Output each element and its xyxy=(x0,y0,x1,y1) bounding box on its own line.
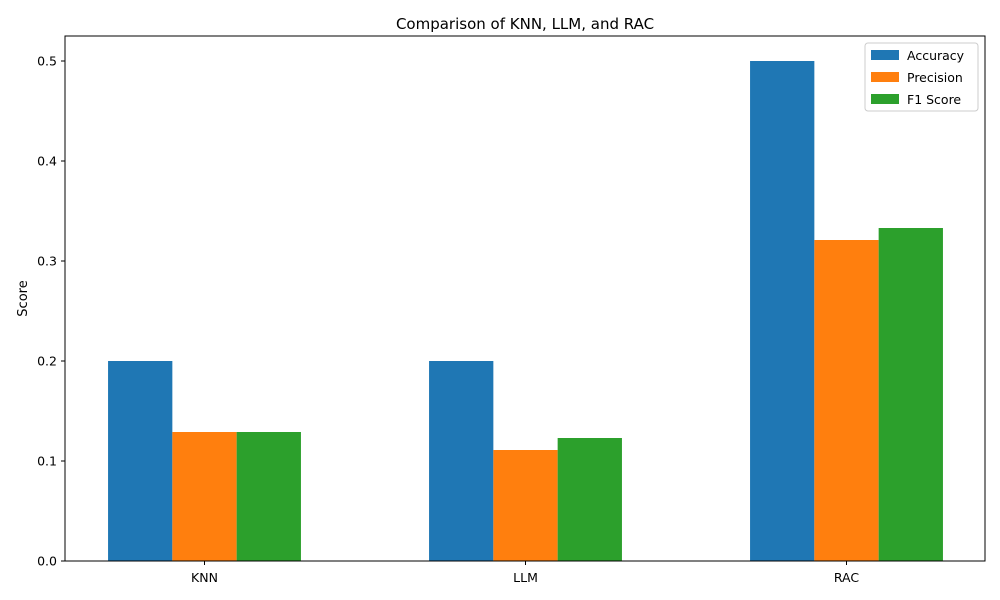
legend-swatch-f1-score xyxy=(871,94,899,104)
bar-accuracy-knn xyxy=(108,361,173,561)
x-tick-label: KNN xyxy=(191,570,218,585)
y-tick-label: 0.3 xyxy=(37,254,57,269)
bars-group xyxy=(108,61,943,561)
bar-accuracy-llm xyxy=(429,361,494,561)
bar-f1-score-rac xyxy=(878,228,943,561)
y-axis-label: Score xyxy=(16,280,31,316)
legend-label: Accuracy xyxy=(907,48,965,63)
x-axis: KNN LLM RAC xyxy=(191,561,859,585)
y-tick-label: 0.0 xyxy=(37,554,57,569)
bar-accuracy-rac xyxy=(750,61,815,561)
legend-swatch-accuracy xyxy=(871,50,899,60)
plot-frame xyxy=(64,35,986,562)
y-axis: 0.0 0.1 0.2 0.3 0.4 0.5 xyxy=(37,54,65,569)
bar-precision-knn xyxy=(172,432,237,561)
legend-label: Precision xyxy=(907,70,963,85)
legend-swatch-precision xyxy=(871,72,899,82)
chart-title: Comparison of KNN, LLM, and RAC xyxy=(396,15,654,33)
y-tick-label: 0.4 xyxy=(37,154,57,169)
bar-f1-score-knn xyxy=(236,432,301,561)
bar-f1-score-llm xyxy=(557,438,622,561)
y-tick-label: 0.2 xyxy=(37,354,57,369)
y-tick-label: 0.1 xyxy=(37,454,57,469)
legend: Accuracy Precision F1 Score xyxy=(864,42,979,112)
x-tick-label: LLM xyxy=(513,570,538,585)
y-tick-label: 0.5 xyxy=(37,54,57,69)
x-tick-label: RAC xyxy=(834,570,860,585)
bar-precision-rac xyxy=(814,240,879,561)
bar-precision-llm xyxy=(493,450,558,561)
legend-label: F1 Score xyxy=(907,92,961,107)
